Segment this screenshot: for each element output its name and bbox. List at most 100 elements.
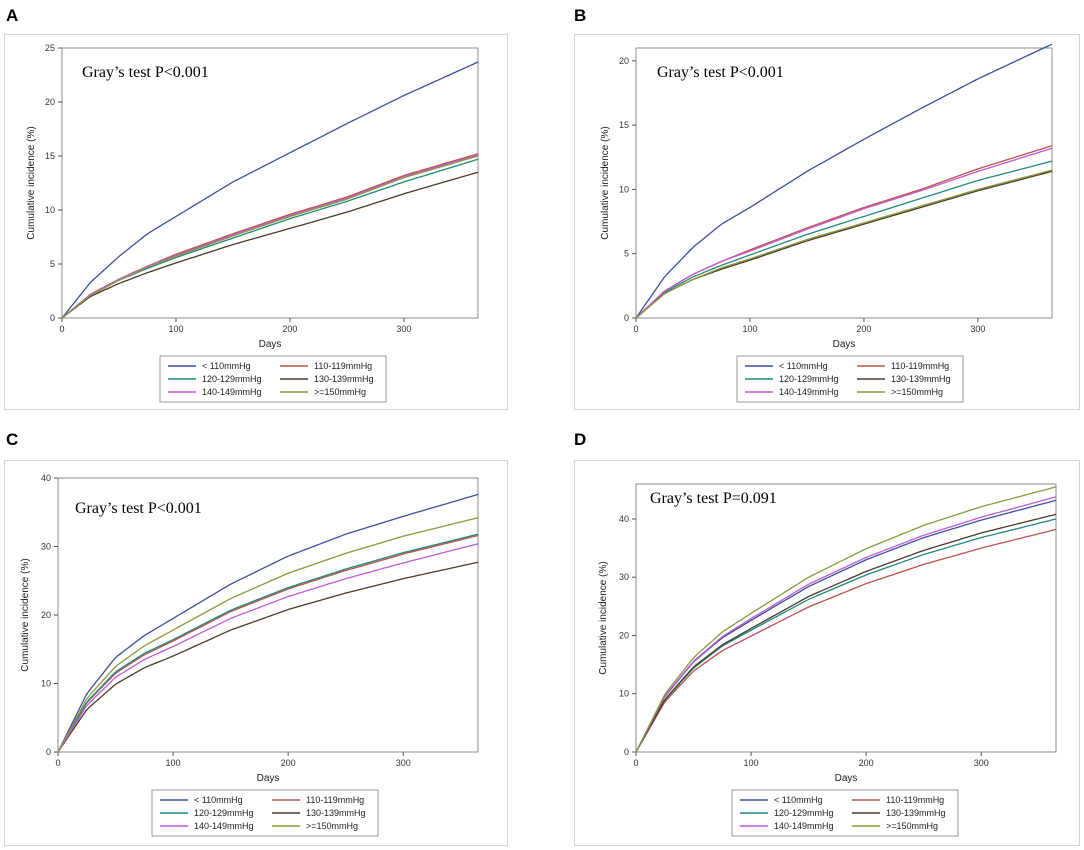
x-tick-label-b-100: 100 <box>742 324 757 334</box>
chart-b: 0 100 200 300 0 5 10 15 20 Days Cumulative inciden… <box>600 43 1053 403</box>
y-tick-label-d-30: 30 <box>619 572 629 582</box>
y-tick-label-c-40: 40 <box>41 473 51 483</box>
x-tick-label-d-300: 300 <box>974 758 989 768</box>
y-tick-label-a-20: 20 <box>45 97 55 107</box>
y-axis-title-c: Cumulative incidence (%) <box>20 558 31 671</box>
series-line-b-0 <box>635 43 1053 319</box>
y-tick-label-a-25: 25 <box>45 43 55 53</box>
series-line-c-3 <box>57 561 479 753</box>
series-line-c-5 <box>57 517 479 753</box>
legend-label-a-1: 110-119mmHg <box>314 361 372 371</box>
panel-frame-c <box>4 460 508 846</box>
plot-area-b <box>635 47 1053 319</box>
series-line-a-4 <box>61 154 479 319</box>
y-tick-label-d-0: 0 <box>624 747 629 757</box>
series-line-c-2 <box>57 533 479 753</box>
x-axis-title-a: Days <box>259 339 282 350</box>
chart-c: 0 100 200 300 0 10 20 30 40 Days Cumulative incide… <box>20 473 479 837</box>
series-line-a-0 <box>61 61 479 319</box>
chart-a: 0 100 200 300 0 5 10 15 20 25 Days Cumulative incid… <box>26 43 479 403</box>
legend-label-c-5: >=150mmHg <box>306 821 358 831</box>
legend-c <box>151 789 379 837</box>
x-axis-title-b: Days <box>833 339 856 350</box>
series-line-d-0 <box>635 499 1057 753</box>
y-tick-label-b-10: 10 <box>619 184 629 194</box>
panel-letter-c: C <box>6 430 19 449</box>
y-tick-label-b-20: 20 <box>619 56 629 66</box>
y-axis-title-a: Cumulative incidence (%) <box>26 126 37 239</box>
gray-test-annotation-d: Gray’s test P=0.091 <box>650 490 777 507</box>
legend-label-b-0: < 110mmHg <box>779 361 828 371</box>
series-line-d-3 <box>635 513 1057 753</box>
legend-label-b-4: 140-149mmHg <box>779 387 839 397</box>
x-tick-label-d-200: 200 <box>859 758 874 768</box>
legend-label-c-4: 140-149mmHg <box>194 821 254 831</box>
legend-label-a-0: < 110mmHg <box>202 361 251 371</box>
series-line-d-2 <box>635 518 1057 753</box>
x-tick-label-d-100: 100 <box>744 758 759 768</box>
x-axis-title-d: Days <box>835 773 858 784</box>
x-tick-label-b-300: 300 <box>970 324 985 334</box>
series-line-a-3 <box>61 171 479 319</box>
legend-label-d-3: 130-139mmHg <box>886 808 946 818</box>
plot-area-d <box>635 483 1057 753</box>
series-line-b-5 <box>635 169 1053 319</box>
legend-label-d-1: 110-119mmHg <box>886 795 944 805</box>
y-tick-label-a-15: 15 <box>45 151 55 161</box>
x-tick-label-d-0: 0 <box>633 758 638 768</box>
series-line-d-4 <box>635 496 1057 753</box>
legend-label-d-0: < 110mmHg <box>774 795 823 805</box>
chart-d: 0 100 200 300 0 10 20 30 40 Days Cumulative incide… <box>598 483 1057 837</box>
y-tick-label-a-10: 10 <box>45 205 55 215</box>
legend-a <box>159 355 387 403</box>
legend-label-d-4: 140-149mmHg <box>774 821 834 831</box>
x-tick-label-c-200: 200 <box>281 758 296 768</box>
gray-test-annotation-b: Gray’s test P<0.001 <box>657 64 784 81</box>
y-tick-label-b-0: 0 <box>624 313 629 323</box>
x-axis-title-c: Days <box>257 773 280 784</box>
y-tick-label-a-5: 5 <box>50 259 55 269</box>
legend-label-b-3: 130-139mmHg <box>891 374 951 384</box>
x-tick-label-c-300: 300 <box>396 758 411 768</box>
legend-label-a-2: 120-129mmHg <box>202 374 262 384</box>
x-tick-label-a-100: 100 <box>168 324 183 334</box>
series-line-b-2 <box>635 160 1053 319</box>
legend-label-d-2: 120-129mmHg <box>774 808 834 818</box>
y-axis-title-d: Cumulative incidence (%) <box>598 561 609 674</box>
y-tick-label-b-15: 15 <box>619 120 629 130</box>
x-tick-label-a-200: 200 <box>282 324 297 334</box>
x-tick-label-c-100: 100 <box>166 758 181 768</box>
legend-label-c-3: 130-139mmHg <box>306 808 366 818</box>
x-tick-label-b-0: 0 <box>633 324 638 334</box>
x-tick-label-c-0: 0 <box>55 758 60 768</box>
x-tick-label-a-300: 300 <box>396 324 411 334</box>
series-line-b-4 <box>635 147 1053 319</box>
series-line-d-5 <box>635 486 1057 753</box>
x-tick-label-b-200: 200 <box>856 324 871 334</box>
y-tick-label-d-10: 10 <box>619 689 629 699</box>
legend-label-a-3: 130-139mmHg <box>314 374 374 384</box>
series-line-d-1 <box>635 528 1057 753</box>
y-tick-label-c-20: 20 <box>41 610 51 620</box>
gray-test-annotation-c: Gray’s test P<0.001 <box>75 500 202 517</box>
panel-letter-b: B <box>574 6 587 25</box>
series-line-a-2 <box>61 158 479 319</box>
series-line-a-5 <box>61 155 479 319</box>
legend-label-b-5: >=150mmHg <box>891 387 943 397</box>
legend-label-a-5: >=150mmHg <box>314 387 366 397</box>
panel-frame-d <box>574 460 1080 846</box>
legend-label-d-5: >=150mmHg <box>886 821 938 831</box>
legend-label-c-0: < 110mmHg <box>194 795 243 805</box>
y-axis-title-b: Cumulative incidence (%) <box>600 126 611 239</box>
y-tick-label-c-0: 0 <box>46 747 51 757</box>
y-tick-label-c-30: 30 <box>41 542 51 552</box>
panel-letter-d: D <box>574 430 587 449</box>
plot-area-a <box>61 47 479 319</box>
legend-d <box>731 789 959 837</box>
series-line-c-1 <box>57 534 479 753</box>
series-line-b-3 <box>635 170 1053 319</box>
series-line-c-0 <box>57 493 479 753</box>
legend-label-c-2: 120-129mmHg <box>194 808 254 818</box>
panel-frame-a <box>4 34 508 410</box>
y-tick-label-b-5: 5 <box>624 249 629 259</box>
